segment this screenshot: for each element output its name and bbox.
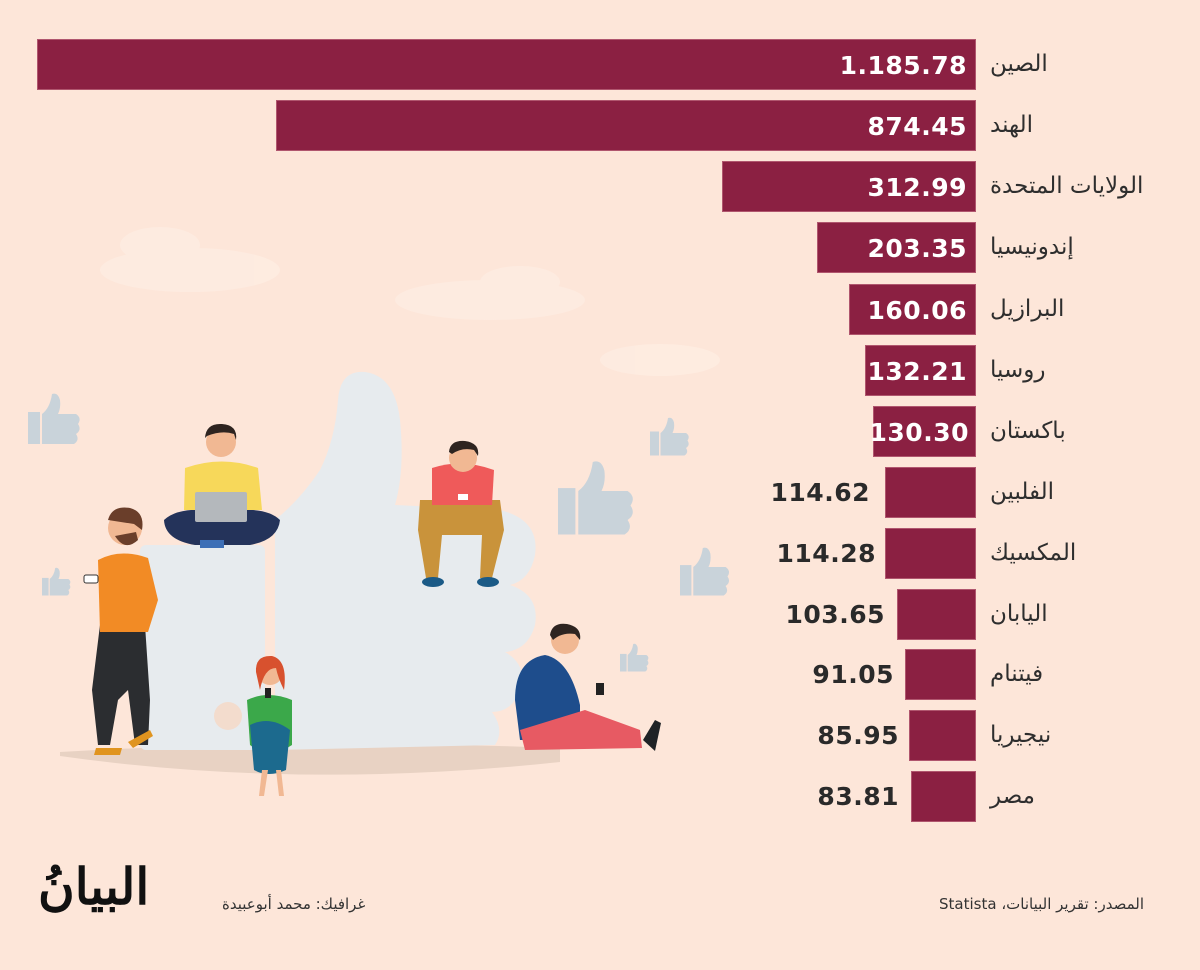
big-thumbs-up-icon xyxy=(140,371,536,750)
bar-value: 160.06 xyxy=(867,296,967,325)
country-label: فيتنام xyxy=(990,661,1044,687)
bar-india: 874.45 xyxy=(276,100,976,151)
person-standing-icon xyxy=(83,507,158,755)
thumbs-up-icon xyxy=(558,461,633,535)
thumbs-up-icon xyxy=(42,567,71,596)
bar-philippines xyxy=(885,467,976,518)
country-label: مصر xyxy=(990,783,1035,809)
bar-japan xyxy=(897,589,976,640)
thumbs-up-icon xyxy=(650,417,689,456)
bar-value: 83.81 xyxy=(817,782,899,811)
bar-value: 203.35 xyxy=(867,234,967,263)
country-label: نيجيريا xyxy=(990,722,1052,748)
thumbs-up-icon xyxy=(680,547,730,596)
bar-brazil: 160.06 xyxy=(849,284,976,335)
bar-nigeria xyxy=(909,710,976,761)
country-label: باكستان xyxy=(990,418,1066,444)
bar-value: 1.185.78 xyxy=(839,51,967,80)
publisher-logo: البيانُ xyxy=(38,857,150,916)
bar-indonesia: 203.35 xyxy=(817,222,976,273)
country-label: البرازيل xyxy=(990,296,1065,322)
bar-usa: 312.99 xyxy=(722,161,976,212)
bar-russia: 132.21 xyxy=(865,345,976,396)
bar-pakistan: 130.30 xyxy=(869,406,976,457)
country-label: الولايات المتحدة xyxy=(990,173,1144,199)
country-label: الصين xyxy=(990,51,1048,77)
bar-value: 132.21 xyxy=(867,357,967,386)
bar-egypt xyxy=(911,771,976,822)
person-hoodie-phone-icon xyxy=(515,623,661,751)
person-laptop-icon xyxy=(164,423,280,548)
bar-vietnam xyxy=(905,649,976,700)
bar-value: 874.45 xyxy=(867,112,967,141)
person-crouching-icon xyxy=(247,655,292,796)
person-sitting-phone-icon xyxy=(418,440,504,587)
country-label: روسيا xyxy=(990,357,1046,383)
country-label: الهند xyxy=(990,112,1034,138)
thumbs-up-icon xyxy=(28,393,80,444)
thumbs-up-icon xyxy=(620,643,649,672)
bar-value: 114.28 xyxy=(776,539,876,568)
country-label: إندونيسيا xyxy=(990,234,1074,260)
bar-value: 312.99 xyxy=(867,173,967,202)
bar-value: 85.95 xyxy=(817,721,899,750)
bar-value: 103.65 xyxy=(785,600,885,629)
country-label: المكسيك xyxy=(990,540,1077,566)
source-note: المصدر: تقرير البيانات، Statista xyxy=(939,895,1144,913)
graphic-credit: غرافيك: محمد أبوعبيدة xyxy=(222,895,366,913)
country-label: اليابان xyxy=(990,601,1048,627)
bar-mexico xyxy=(885,528,976,579)
bar-china: 1.185.78 xyxy=(37,39,976,90)
bar-value: 91.05 xyxy=(812,660,894,689)
bar-value: 130.30 xyxy=(869,418,969,447)
bar-value: 114.62 xyxy=(770,478,870,507)
country-label: الفلبين xyxy=(990,479,1055,505)
